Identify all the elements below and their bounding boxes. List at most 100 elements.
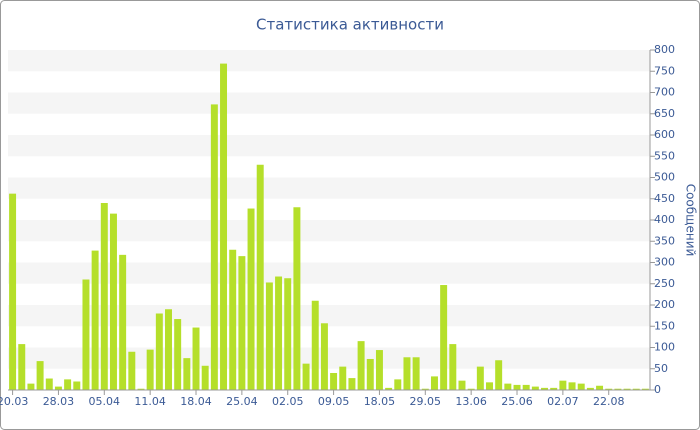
y-tick-label: 450 <box>654 192 675 205</box>
bar <box>357 341 365 390</box>
bar <box>9 193 17 390</box>
y-tick-label: 150 <box>654 319 675 332</box>
bar <box>320 323 328 390</box>
bar <box>330 373 338 390</box>
bar <box>586 387 594 390</box>
x-tick-label: 25.06 <box>501 395 533 408</box>
bar <box>192 327 200 390</box>
bar <box>596 385 604 390</box>
bar <box>165 309 172 390</box>
bar <box>128 351 136 390</box>
bar <box>577 383 585 390</box>
bar <box>412 357 420 390</box>
x-tick-label: 11.04 <box>134 395 166 408</box>
bar <box>403 357 411 390</box>
bar <box>183 358 191 390</box>
bar <box>155 313 163 390</box>
bar <box>339 366 347 390</box>
bar <box>559 380 567 390</box>
y-tick-label: 650 <box>654 107 675 120</box>
bar <box>623 388 631 390</box>
x-tick-label: 22.08 <box>593 395 625 408</box>
x-tick-label: 02.05 <box>272 395 304 408</box>
bar <box>513 384 521 390</box>
bar <box>632 388 640 390</box>
y-axis-label: Сообщений <box>684 184 698 257</box>
bar <box>27 383 35 390</box>
bar <box>91 250 99 390</box>
y-tick-label: 500 <box>654 171 675 184</box>
x-tick-label: 28.03 <box>43 395 75 408</box>
x-tick-label: 05.04 <box>89 395 121 408</box>
bar <box>247 208 255 390</box>
bar <box>210 104 218 391</box>
bar <box>238 256 246 390</box>
bar <box>375 350 383 390</box>
bar <box>311 300 319 390</box>
y-tick-label: 100 <box>654 341 675 354</box>
bar <box>201 365 209 390</box>
bar <box>100 203 108 390</box>
bar <box>605 388 613 390</box>
bar <box>568 382 576 390</box>
y-tick-label: 800 <box>654 43 675 56</box>
bar <box>73 381 81 390</box>
bar <box>64 379 72 390</box>
y-tick-label: 350 <box>654 234 675 247</box>
bar <box>229 249 237 390</box>
x-tick-label: 18.04 <box>180 395 212 408</box>
bar <box>495 360 503 390</box>
bar <box>275 276 283 390</box>
bar <box>109 213 117 390</box>
bar <box>486 382 493 390</box>
bar <box>504 383 512 390</box>
y-tick-label: 750 <box>654 64 675 77</box>
bar <box>614 388 622 390</box>
bar <box>119 254 127 390</box>
bar <box>284 278 292 390</box>
bar <box>293 207 301 390</box>
x-tick-label: 02.07 <box>547 395 579 408</box>
y-tick-label: 300 <box>654 256 675 269</box>
bar <box>641 388 649 390</box>
bar <box>394 379 402 390</box>
x-tick-label: 25.04 <box>226 395 258 408</box>
bar <box>45 378 53 390</box>
y-tick-label: 250 <box>654 277 675 290</box>
bar <box>421 388 429 390</box>
y-tick-label: 200 <box>654 298 675 311</box>
y-tick-label: 700 <box>654 86 675 99</box>
bar <box>348 378 356 390</box>
y-tick-label: 400 <box>654 213 675 226</box>
bar <box>541 387 549 390</box>
grid-band <box>8 262 650 284</box>
bar <box>522 384 530 390</box>
bar <box>174 319 182 390</box>
x-tick-label: 18.05 <box>364 395 396 408</box>
x-tick-label: 13.06 <box>455 395 487 408</box>
bar <box>531 386 539 390</box>
bar <box>467 388 475 390</box>
bar <box>385 387 393 390</box>
grid-band <box>8 177 650 199</box>
y-tick-label: 550 <box>654 149 675 162</box>
bar <box>256 164 264 390</box>
bar <box>265 282 273 390</box>
x-tick-label: 20.03 <box>0 395 28 408</box>
chart-title: Статистика активности <box>256 16 444 34</box>
bar <box>550 387 558 390</box>
bar <box>458 380 466 390</box>
bar <box>18 344 26 390</box>
bar <box>366 358 374 390</box>
bar <box>449 344 457 390</box>
grid-band <box>8 135 650 157</box>
bar <box>82 279 90 390</box>
bar <box>302 363 310 390</box>
bar <box>220 63 228 390</box>
y-tick-label: 600 <box>654 128 675 141</box>
bar <box>440 285 448 390</box>
x-tick-label: 29.05 <box>410 395 442 408</box>
grid-band <box>8 92 650 114</box>
y-tick-label: 0 <box>654 383 661 396</box>
